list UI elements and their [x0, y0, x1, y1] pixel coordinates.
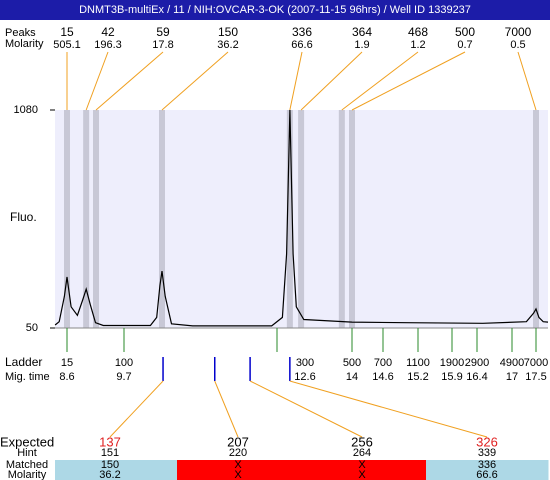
ladder-time: 14 [346, 371, 358, 383]
ladder-time: 15.9 [441, 371, 462, 383]
cell-bg [426, 470, 549, 480]
peak-link [95, 51, 164, 111]
expected-link [214, 380, 239, 438]
cell-bg [55, 470, 178, 480]
peak-band [158, 110, 165, 328]
cell-value: 336 [478, 459, 496, 471]
y-tick-label: 1080 [14, 104, 38, 116]
expected-size: 137 [99, 434, 121, 449]
peak-molarity: 1.9 [354, 39, 369, 51]
peak-molarity: 505.1 [53, 39, 81, 51]
peaks-label: Peaks [5, 27, 36, 39]
y-tick-label: 50 [26, 322, 38, 334]
cell-value: 36.2 [99, 469, 120, 480]
peak-molarity: 0.5 [510, 39, 525, 51]
peak-size: 468 [408, 25, 428, 39]
peak-link [161, 51, 229, 111]
molarity-label: Molarity [5, 38, 44, 50]
expected-link [249, 380, 363, 438]
ladder-size: 300 [296, 357, 314, 369]
cell-value: X [358, 459, 366, 471]
peak-band [338, 110, 345, 328]
cell-bg [177, 460, 301, 470]
cell-value: 150 [101, 459, 119, 471]
ladder-size: 4900 [500, 357, 524, 369]
peak-band [349, 110, 355, 328]
ladder-size: 1100 [406, 357, 430, 369]
ladder-size: 700 [374, 357, 392, 369]
ladder-time: 14.6 [372, 371, 393, 383]
trace [54, 109, 549, 327]
cell-value: 339 [478, 447, 496, 459]
cell-value: 220 [229, 447, 247, 459]
row-label: Matched [6, 459, 48, 471]
cell-value: 264 [353, 447, 371, 459]
expected-size: 207 [227, 434, 249, 449]
cell-value: 151 [101, 447, 119, 459]
row-label: Hint [17, 447, 37, 459]
peak-molarity: 36.2 [217, 39, 238, 51]
peak-size: 59 [156, 25, 170, 39]
expected-label: Expected [0, 434, 54, 449]
peak-link [289, 51, 303, 111]
peak-size: 336 [292, 25, 312, 39]
title: DNMT3B-multiEx / 11 / NIH:OVCAR-3-OK (20… [79, 4, 471, 16]
peak-size: 150 [218, 25, 238, 39]
peak-molarity: 1.2 [410, 39, 425, 51]
peak-band [298, 110, 305, 328]
mig-time-label: Mig. time [5, 371, 50, 383]
peak-molarity: 196.3 [94, 39, 122, 51]
ladder-time: 17.5 [525, 371, 546, 383]
ladder-label: Ladder [5, 355, 42, 369]
cell-bg [55, 460, 178, 470]
cell-value: X [234, 469, 242, 480]
ladder-time: 8.6 [59, 371, 74, 383]
peak-link [517, 51, 537, 111]
peak-molarity: 17.8 [152, 39, 173, 51]
ladder-time: 17 [506, 371, 518, 383]
peak-link [341, 51, 419, 111]
expected-size: 256 [351, 434, 373, 449]
peak-molarity: 66.6 [291, 39, 312, 51]
cell-value: X [234, 459, 242, 471]
ladder-size: 7000 [524, 357, 548, 369]
ladder-time: 16.4 [466, 371, 487, 383]
ladder-size: 1900 [440, 357, 464, 369]
peak-link [351, 51, 466, 111]
peak-link [85, 51, 109, 111]
peak-molarity: 0.7 [457, 39, 472, 51]
peak-size: 42 [101, 25, 115, 39]
peak-band [533, 110, 539, 328]
peak-band [83, 110, 90, 328]
peak-band [93, 110, 100, 328]
row-label: Molarity [8, 469, 47, 480]
ladder-time: 15.2 [407, 371, 428, 383]
cell-bg [426, 460, 549, 470]
title-bar [0, 0, 550, 20]
expected-size: 326 [476, 434, 498, 449]
peak-band [286, 110, 293, 328]
y-axis-label: Fluo. [10, 210, 37, 224]
cell-bg [300, 460, 427, 470]
cell-bg [300, 470, 427, 480]
ladder-size: 15 [61, 357, 73, 369]
peak-size: 7000 [505, 25, 532, 39]
peak-size: 364 [352, 25, 372, 39]
expected-link [289, 380, 488, 438]
cell-value: 66.6 [476, 469, 497, 480]
expected-link [109, 380, 164, 438]
ladder-time: 12.6 [294, 371, 315, 383]
cell-value: X [358, 469, 366, 480]
ladder-size: 500 [343, 357, 361, 369]
peak-band [64, 110, 70, 328]
ladder-time: 9.7 [116, 371, 131, 383]
cell-bg [177, 470, 301, 480]
ladder-size: 2900 [465, 357, 489, 369]
peak-size: 500 [455, 25, 475, 39]
peak-size: 15 [60, 25, 74, 39]
peak-link [300, 51, 363, 111]
ladder-size: 100 [115, 357, 133, 369]
